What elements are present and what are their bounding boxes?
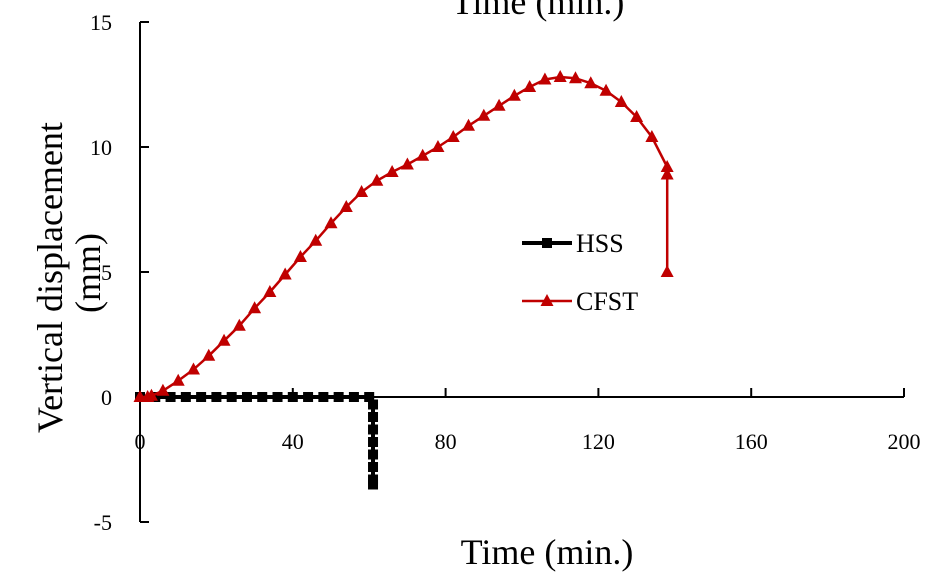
y-tick-label: 5 [101,260,112,285]
x-tick-label: 80 [435,429,457,454]
x-tick-label: 40 [282,429,304,454]
data-point-cfst [507,88,521,101]
data-point-cfst [660,167,674,180]
data-point-cfst [614,95,628,107]
data-point-cfst [431,140,445,152]
data-point-hss [318,392,329,402]
series-line-hss [140,395,375,485]
data-point-cfst [324,216,338,229]
y-tick-label: 15 [90,10,112,35]
data-point-cfst [385,165,399,177]
data-point-cfst [630,110,644,122]
data-point-cfst [293,250,307,262]
y-axis: -5 0 5 10 15 [90,10,149,535]
data-point-cfst [584,76,598,89]
series-layer [133,70,674,490]
legend: HSS CFST [522,229,638,316]
data-point-hss [368,437,379,447]
data-point-cfst [568,71,582,84]
data-point-hss [368,449,379,460]
data-point-cfst [278,267,292,280]
data-point-hss [180,392,191,402]
y-tick-label: 0 [101,385,112,410]
legend-marker-cfst [540,294,554,306]
data-point-cfst [660,160,674,172]
legend-label-cfst: CFST [576,287,638,316]
x-tick-label: 120 [582,429,615,454]
y-axis-title-line1: Vertical displacement [30,122,70,433]
x-tick-label: 200 [888,429,921,454]
data-point-hss [196,392,207,402]
legend-label-hss: HSS [576,229,624,258]
data-point-hss [348,392,359,402]
data-point-hss [287,392,298,402]
data-point-cfst [645,130,659,142]
data-point-cfst [144,388,158,401]
data-point-cfst [263,285,277,297]
data-point-cfst [156,383,170,396]
series-hss [135,392,379,490]
data-point-hss [303,392,314,402]
data-point-cfst [309,233,323,246]
y-tick-label: -5 [94,510,112,535]
data-point-hss [272,392,283,402]
data-point-cfst [477,108,491,121]
data-point-hss [226,392,237,402]
chart-title: Time (min.) [452,0,625,22]
data-point-cfst [538,72,552,85]
data-point-cfst [523,80,537,92]
data-point-cfst [462,118,476,131]
data-point-cfst [339,200,353,212]
data-point-hss [257,392,268,402]
data-point-cfst [355,185,369,197]
data-point-hss [368,424,379,435]
data-point-hss [368,412,379,422]
data-point-hss [368,479,379,490]
y-axis-title-line2: (mm) [68,233,108,313]
data-point-cfst [217,333,231,346]
data-point-cfst [370,173,384,186]
x-axis-title: Time (min.) [461,532,634,572]
y-tick-label: 10 [90,135,112,160]
data-point-cfst [186,362,200,375]
data-point-cfst [492,98,506,111]
series-cfst [133,70,674,402]
data-point-hss [241,392,252,402]
data-point-cfst [416,148,430,161]
data-point-cfst [446,130,460,142]
data-point-cfst [171,373,185,386]
data-point-hss [368,399,379,410]
data-point-hss [211,392,222,402]
y-axis-title: Vertical displacement (mm) [30,113,108,433]
data-point-cfst [553,70,567,82]
data-point-cfst [248,301,262,314]
data-point-hss [333,392,344,402]
data-point-cfst [400,157,414,170]
data-point-cfst [660,265,674,277]
data-point-cfst [599,83,613,96]
data-point-hss [364,392,375,402]
data-point-hss [165,392,176,402]
x-tick-label: 160 [735,429,768,454]
data-point-cfst [202,348,216,361]
data-point-hss [368,462,379,472]
legend-marker-hss [542,238,552,248]
data-point-cfst [232,318,246,331]
